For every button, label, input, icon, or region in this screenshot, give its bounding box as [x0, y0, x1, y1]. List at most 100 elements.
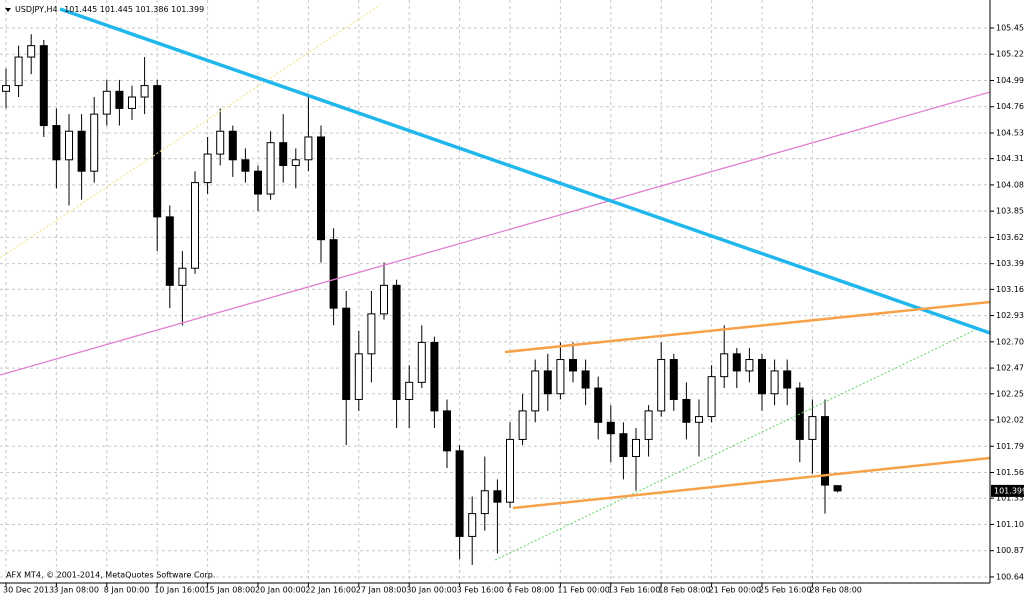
trend-line	[59, 7, 991, 335]
y-tick-label: 101.105	[996, 520, 1024, 529]
candle-body	[367, 313, 376, 355]
candle-body	[128, 96, 136, 109]
y-tick-label: 102.705	[996, 337, 1024, 346]
candle-body	[531, 370, 540, 412]
x-tick-label: 15 Jan 08:00	[205, 586, 256, 595]
ohlc-open: 101.445	[64, 5, 97, 14]
candle-body	[594, 387, 603, 423]
candle-body	[569, 359, 577, 372]
candle-body	[317, 136, 325, 241]
candle-body	[682, 398, 691, 423]
candle-body	[14, 56, 23, 87]
y-tick-label: 100.875	[996, 546, 1024, 555]
x-tick-label: 25 Feb 16:00	[759, 586, 811, 595]
y-tick-label: 104.310	[996, 154, 1024, 163]
y-tick-label: 102.935	[996, 311, 1024, 320]
candle-body	[266, 142, 275, 195]
candle-body	[468, 513, 477, 537]
candle-body	[380, 284, 388, 315]
y-tick-label: 105.225	[996, 50, 1024, 59]
candle-body	[632, 438, 640, 458]
candle-body	[254, 170, 262, 195]
candle-body	[506, 438, 514, 503]
trend-lines	[0, 4, 991, 561]
candle-body	[329, 239, 338, 309]
candle-body	[178, 267, 187, 286]
y-tick-label: 101.790	[996, 442, 1024, 451]
candle-body	[102, 90, 111, 115]
candle-body	[821, 416, 829, 486]
x-tick-label: 13 Feb 16:00	[608, 586, 660, 595]
x-tick-label: 27 Jan 08:00	[356, 586, 407, 595]
candle-body	[783, 370, 792, 389]
candle-body	[228, 130, 237, 161]
candle-body	[77, 130, 86, 172]
candle-body	[657, 359, 666, 412]
x-tick-label: 6 Feb 08:00	[507, 586, 554, 595]
candle-body	[165, 216, 174, 286]
candle-body	[606, 421, 615, 435]
candle-body	[27, 45, 36, 58]
candle-body	[480, 490, 489, 515]
grid	[0, 0, 990, 583]
candle-body	[52, 125, 61, 161]
channel-line	[504, 300, 991, 354]
candle-body	[745, 359, 754, 372]
last-price-label: 101.399	[994, 486, 1024, 495]
candle-body	[304, 136, 313, 161]
candle-body	[833, 485, 842, 492]
y-tick-label: 101.560	[996, 468, 1024, 477]
y-tick-label: 102.250	[996, 389, 1024, 398]
candle-body	[758, 359, 766, 395]
y-tick-label: 103.850	[996, 207, 1024, 216]
menu-arrow	[5, 8, 11, 12]
candle-body	[140, 85, 149, 98]
candle-body	[644, 410, 653, 440]
candle-body	[430, 341, 439, 412]
candle-body	[241, 159, 250, 172]
y-tick-label: 105.455	[996, 23, 1024, 32]
symbol: USDJPY,H4	[15, 5, 58, 14]
candle-body	[808, 416, 817, 440]
x-tick-label: 30 Dec 2013	[3, 586, 54, 595]
x-tick-label: 3 Jan 08:00	[53, 586, 99, 595]
candle-body	[392, 284, 401, 400]
x-tick-label: 8 Jan 00:00	[104, 586, 150, 595]
candle-body	[695, 416, 703, 423]
x-tick-label: 30 Jan 00:00	[406, 586, 457, 595]
candle-body	[720, 353, 729, 378]
y-tick-label: 104.765	[996, 102, 1024, 111]
candle-body	[619, 433, 628, 458]
candle-body	[279, 142, 288, 166]
candle-body	[493, 490, 502, 503]
candle-body	[707, 376, 716, 418]
candle-body	[543, 370, 552, 395]
candle-body	[795, 387, 804, 440]
x-tick-label: 10 Jan 16:00	[154, 586, 205, 595]
axis: 105.455 105.225 104.995 104.765 104.535 104.3…	[3, 23, 1024, 595]
y-tick-label: 104.535	[996, 128, 1024, 137]
candle-body	[354, 353, 363, 400]
ohlc-high: 101.445	[100, 5, 133, 14]
x-tick-label: 20 Jan 00:00	[255, 586, 306, 595]
trend-line	[0, 91, 991, 376]
ohlc-low: 101.386	[135, 5, 168, 14]
y-tick-label: 100.645	[996, 572, 1024, 581]
channel-line	[512, 456, 991, 510]
chart-header: USDJPY,H4 101.445 101.445 101.386 101.39…	[15, 5, 204, 14]
y-tick-label: 103.390	[996, 259, 1024, 268]
candle-body	[90, 113, 99, 172]
y-tick-label: 103.165	[996, 285, 1024, 294]
candle-body	[556, 359, 565, 395]
candle-body	[291, 159, 300, 166]
candle-body	[732, 353, 741, 372]
y-tick-label: 103.620	[996, 233, 1024, 242]
y-tick-label: 101.335	[996, 494, 1024, 503]
x-tick-label: 3 Feb 16:00	[457, 586, 504, 595]
copyright: AFX MT4, © 2001-2014, MetaQuotes Softwar…	[6, 571, 215, 580]
x-tick-label: 21 Feb 00:00	[709, 586, 761, 595]
candle-body	[2, 85, 10, 92]
candle-body	[455, 450, 464, 537]
candle-body	[770, 370, 779, 395]
